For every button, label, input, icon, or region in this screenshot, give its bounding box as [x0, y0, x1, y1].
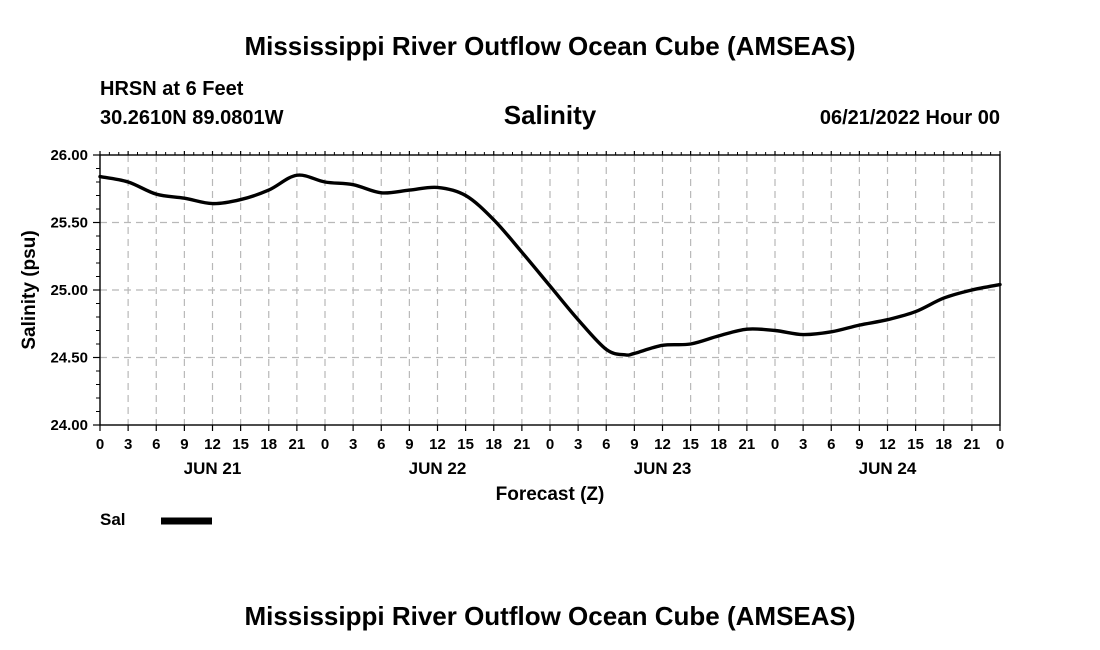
y-tick-label: 24.50	[50, 350, 88, 367]
x-tick-label: 0	[321, 436, 329, 453]
x-tick-label: 6	[827, 436, 835, 453]
day-label: JUN 23	[634, 459, 692, 478]
x-tick-label: 6	[152, 436, 160, 453]
x-tick-label: 0	[996, 436, 1004, 453]
x-axis-label: Forecast (Z)	[496, 484, 605, 505]
x-tick-label: 3	[124, 436, 132, 453]
x-tick-label: 18	[935, 436, 952, 453]
day-label: JUN 24	[859, 459, 917, 478]
x-tick-label: 18	[710, 436, 727, 453]
y-tick-label: 25.50	[50, 215, 88, 232]
legend-label: Sal	[100, 510, 126, 529]
x-tick-label: 9	[855, 436, 863, 453]
x-tick-label: 18	[485, 436, 502, 453]
x-tick-label: 18	[260, 436, 277, 453]
y-tick-label: 24.00	[50, 417, 88, 434]
x-tick-label: 21	[739, 436, 756, 453]
x-axis-ticks: 0 3 6 9 12 15 18 21 0 3 6 9 12 15 18 21 0 3 6 9 12 15 18 21 0 3 6 9…	[96, 151, 1004, 453]
x-tick-label: 12	[879, 436, 896, 453]
x-tick-label: 0	[771, 436, 779, 453]
x-tick-label: 21	[514, 436, 531, 453]
station-label: HRSN at 6 Feet	[100, 78, 244, 100]
run-time-label: 06/21/2022 Hour 00	[820, 107, 1000, 129]
x-tick-label: 3	[574, 436, 582, 453]
x-tick-label: 6	[377, 436, 385, 453]
y-axis-label: Salinity (psu)	[19, 230, 40, 349]
coordinates-label: 30.2610N 89.0801W	[100, 107, 284, 129]
grid-lines	[100, 155, 1000, 425]
x-tick-label: 0	[96, 436, 104, 453]
x-tick-label: 9	[405, 436, 413, 453]
x-tick-label: 15	[682, 436, 699, 453]
x-tick-label: 15	[907, 436, 924, 453]
x-tick-label: 9	[630, 436, 638, 453]
day-label: JUN 22	[409, 459, 467, 478]
y-tick-label: 25.00	[50, 282, 88, 299]
day-labels: JUN 21 JUN 22 JUN 23 JUN 24	[184, 459, 917, 478]
day-label: JUN 21	[184, 459, 242, 478]
x-tick-label: 12	[204, 436, 221, 453]
x-tick-label: 12	[654, 436, 671, 453]
x-tick-label: 3	[349, 436, 357, 453]
x-tick-label: 21	[964, 436, 981, 453]
y-tick-label: 26.00	[50, 147, 88, 164]
x-tick-label: 9	[180, 436, 188, 453]
x-tick-label: 3	[799, 436, 807, 453]
x-tick-label: 0	[546, 436, 554, 453]
chart-title: Mississippi River Outflow Ocean Cube (AM…	[244, 31, 855, 61]
y-axis-ticks: 24.00 24.50 25.00 25.50 26.00	[50, 147, 100, 434]
x-tick-label: 15	[232, 436, 249, 453]
footer-title: Mississippi River Outflow Ocean Cube (AM…	[244, 601, 855, 631]
x-tick-label: 15	[457, 436, 474, 453]
salinity-series-line	[98, 173, 1002, 357]
legend: Sal	[100, 510, 212, 529]
x-tick-label: 12	[429, 436, 446, 453]
x-tick-label: 21	[289, 436, 306, 453]
x-tick-label: 6	[602, 436, 610, 453]
variable-title: Salinity	[504, 100, 597, 130]
